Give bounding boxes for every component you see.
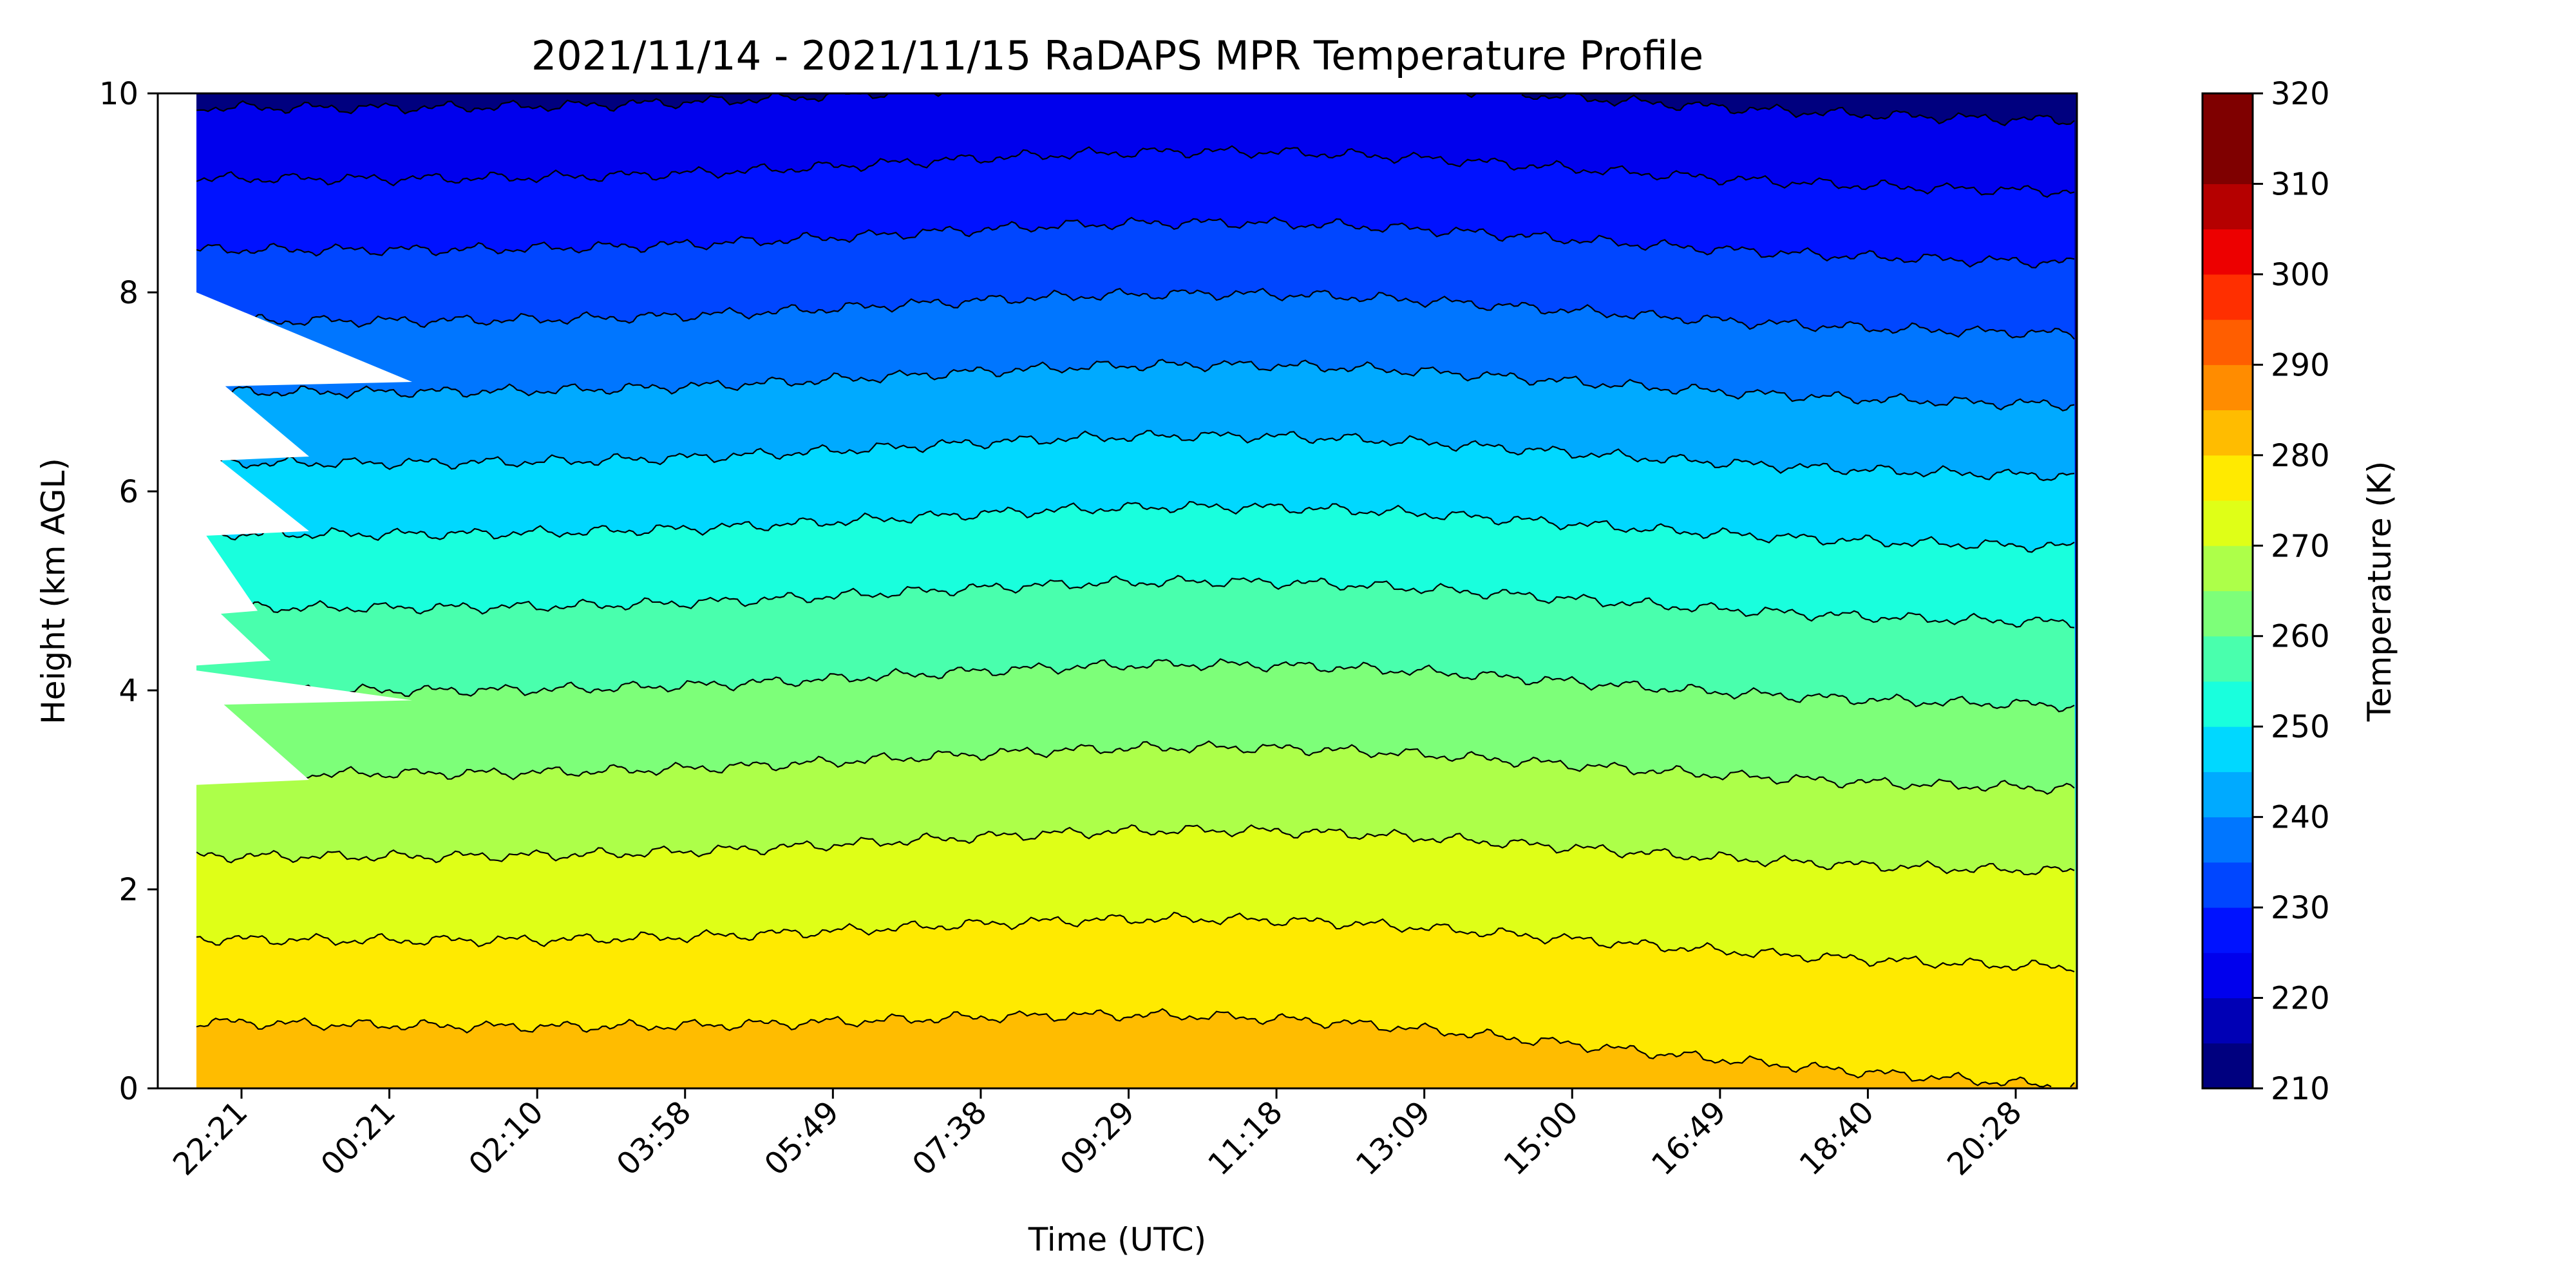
contour-line (196, 500, 2075, 553)
colorbar-tick-label: 230 (2271, 890, 2330, 926)
colorbar-segment (2202, 772, 2253, 818)
colorbar-segment (2202, 365, 2253, 411)
x-axis: 22:21 00:21 02:10 03:58 05:49 07:38 09:29 11:18… (166, 1088, 2029, 1182)
x-tick-label: 22:21 (166, 1094, 254, 1182)
missing-data-wedge (196, 670, 412, 706)
contour-line (196, 574, 2075, 629)
x-tick-label: 20:28 (1940, 1094, 2029, 1182)
contour-line (196, 740, 2075, 795)
colorbar-tick-label: 300 (2271, 257, 2330, 293)
plot-frame (156, 92, 2078, 1090)
colorbar-segment (2202, 998, 2253, 1044)
x-axis-label: Time (UTC) (1028, 1221, 1206, 1258)
contour-line (196, 216, 2075, 269)
colorbar-segment (2202, 229, 2253, 275)
colorbar-segment (2202, 410, 2253, 456)
contour-line (196, 287, 2075, 340)
x-tick-label: 09:29 (1054, 1094, 1142, 1182)
colorbar-segment (2202, 681, 2253, 727)
x-tick-label: 13:09 (1349, 1094, 1437, 1182)
colorbar-segment (2202, 1043, 2253, 1089)
x-tick-label: 02:10 (462, 1094, 550, 1182)
colorbar-segment (2202, 636, 2253, 682)
colorbar-segment (2202, 500, 2253, 546)
missing-data-wedge (196, 441, 309, 536)
missing-data-wedge (196, 292, 412, 387)
missing-data-wedge (196, 680, 309, 785)
x-tick-label: 05:49 (757, 1094, 846, 1182)
colorbar-segment (2202, 862, 2253, 908)
missing-data-region (158, 93, 412, 1088)
y-tick-label: 8 (118, 275, 138, 311)
contour-line (196, 145, 2075, 198)
x-tick-label: 16:49 (1645, 1094, 1733, 1182)
colorbar-tick-label: 250 (2271, 709, 2330, 745)
colorbar-segment (2202, 184, 2253, 230)
x-tick-label: 03:58 (610, 1094, 698, 1182)
y-tick-label: 4 (118, 673, 138, 709)
contour-line (196, 430, 2075, 482)
contour-lines (196, 93, 2075, 1088)
x-tick-label: 18:40 (1792, 1094, 1880, 1182)
x-tick-label: 00:21 (314, 1094, 402, 1182)
missing-data-wedge (196, 521, 258, 616)
contour-line (196, 658, 2075, 713)
colorbar-tick-label: 240 (2271, 800, 2330, 836)
y-tick-label: 2 (118, 872, 138, 908)
colorbar: 210 220 230 240 250 260 270 280 290 300 310 320 (2201, 76, 2330, 1107)
colorbar-segment (2202, 319, 2253, 365)
contour-line (196, 824, 2075, 876)
colorbar-segment (2202, 93, 2253, 139)
colorbar-segment (2202, 545, 2253, 591)
colorbar-tick-label: 220 (2271, 981, 2330, 1017)
y-axis-label: Height (km AGL) (35, 458, 72, 724)
colorbar-segment (2202, 952, 2253, 999)
chart-title: 2021/11/14 - 2021/11/15 RaDAPS MPR Tempe… (531, 32, 1703, 79)
colorbar-tick-label: 270 (2271, 528, 2330, 564)
contour-line (196, 1008, 2075, 1088)
contour-line (196, 359, 2075, 412)
x-tick-label: 07:38 (905, 1094, 994, 1182)
colorbar-tick-label: 310 (2271, 166, 2330, 202)
colorbar-tick-label: 260 (2271, 619, 2330, 655)
y-tick-label: 0 (118, 1071, 138, 1107)
contour-line (196, 911, 2075, 972)
y-axis: 0 2 4 6 8 10 (99, 76, 158, 1107)
colorbar-segment (2202, 138, 2253, 184)
colorbar-label: Temperature (K) (2361, 461, 2398, 722)
missing-data-wedge (196, 362, 309, 462)
contour-line (196, 93, 2075, 126)
y-tick-label: 10 (99, 76, 138, 112)
colorbar-tick-label: 290 (2271, 347, 2330, 383)
colorbar-frame (2201, 92, 2254, 1090)
missing-data-strip (158, 93, 196, 1088)
colorbar-tick-label: 320 (2271, 76, 2330, 112)
x-tick-label: 11:18 (1201, 1094, 1289, 1182)
plot-area (196, 93, 2077, 1088)
colorbar-segment (2202, 907, 2253, 953)
y-tick-label: 6 (118, 474, 138, 510)
colorbar-segment (2202, 726, 2253, 772)
colorbar-segment (2202, 817, 2253, 863)
missing-data-wedge (196, 591, 270, 666)
colorbar-segment (2202, 591, 2253, 637)
colorbar-tick-label: 210 (2271, 1071, 2330, 1107)
colorbar-segment (2202, 455, 2253, 501)
x-tick-label: 15:00 (1497, 1094, 1585, 1182)
colorbar-tick-label: 280 (2271, 438, 2330, 474)
colorbar-segment (2202, 274, 2253, 320)
